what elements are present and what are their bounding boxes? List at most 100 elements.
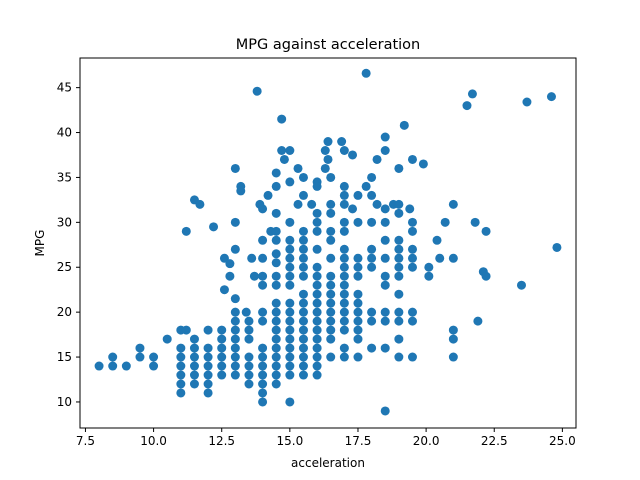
data-point (312, 307, 322, 317)
data-point (298, 244, 308, 254)
data-point (230, 334, 240, 344)
data-point (271, 181, 281, 191)
data-point (203, 352, 213, 362)
data-point (326, 307, 336, 317)
data-point (326, 271, 336, 281)
data-point (277, 146, 287, 155)
data-point (298, 253, 308, 263)
data-point (407, 154, 417, 164)
data-point (298, 226, 308, 236)
data-point (217, 370, 227, 380)
data-point (353, 271, 363, 281)
data-point (339, 298, 349, 308)
data-point (380, 217, 390, 227)
data-point (339, 217, 349, 227)
data-point (298, 190, 308, 200)
data-point (285, 361, 295, 371)
data-point (424, 262, 434, 272)
data-point (285, 370, 295, 380)
data-point (367, 190, 377, 200)
data-point (277, 114, 287, 124)
data-point (176, 352, 186, 362)
data-point (440, 217, 450, 227)
data-point (285, 298, 295, 308)
data-point (339, 181, 349, 191)
data-point (367, 307, 377, 317)
data-point (320, 146, 330, 155)
data-point (481, 271, 491, 281)
data-point (516, 280, 526, 290)
data-point (271, 280, 281, 290)
data-point (339, 343, 349, 353)
data-point (339, 289, 349, 299)
data-point (285, 334, 295, 344)
data-point (407, 253, 417, 263)
data-point (326, 235, 336, 245)
data-point (217, 352, 227, 362)
data-point (244, 316, 254, 326)
data-point (312, 370, 322, 380)
data-point (244, 370, 254, 380)
data-point (181, 325, 191, 335)
data-point (372, 154, 382, 164)
data-point (225, 259, 235, 269)
data-point (339, 199, 349, 209)
data-point (326, 199, 336, 209)
data-point (230, 217, 240, 227)
data-point (320, 163, 330, 173)
data-point (258, 280, 268, 290)
data-point (522, 97, 532, 107)
data-point (326, 280, 336, 290)
data-point (176, 370, 186, 380)
data-point (258, 370, 268, 380)
data-point (394, 199, 404, 209)
data-point (271, 271, 281, 281)
data-point (337, 137, 347, 147)
data-point (271, 249, 281, 259)
data-point (467, 89, 477, 99)
data-point (162, 334, 172, 344)
data-point (271, 168, 281, 178)
data-point (380, 280, 390, 290)
data-point (285, 177, 295, 187)
data-point (258, 361, 268, 371)
data-point (217, 334, 227, 344)
data-point (258, 316, 268, 326)
data-point (176, 388, 186, 398)
data-point (353, 298, 363, 308)
data-point (394, 244, 404, 254)
data-point (448, 199, 458, 209)
data-point (258, 343, 268, 353)
data-point (326, 172, 336, 182)
data-point (108, 361, 118, 371)
data-point (407, 307, 417, 317)
data-point (394, 316, 404, 326)
data-point (394, 262, 404, 272)
data-point (353, 352, 363, 362)
data-point (217, 361, 227, 371)
data-point (339, 244, 349, 254)
data-point (244, 352, 254, 362)
data-point (312, 334, 322, 344)
data-point (312, 289, 322, 299)
data-point (326, 226, 336, 236)
data-point (407, 244, 417, 254)
data-point (353, 262, 363, 272)
data-point (361, 181, 371, 191)
data-point (271, 343, 281, 353)
data-point (195, 199, 205, 209)
data-point (339, 352, 349, 362)
data-point (244, 325, 254, 335)
data-point (108, 352, 118, 362)
data-point (293, 163, 303, 173)
data-point (176, 343, 186, 353)
data-point (293, 199, 303, 209)
data-point (230, 343, 240, 353)
data-point (380, 307, 390, 317)
data-point (263, 190, 273, 200)
x-tick-label: 25.0 (549, 434, 576, 448)
data-point (258, 352, 268, 362)
data-point (546, 92, 556, 102)
data-point (481, 226, 491, 236)
data-point (230, 361, 240, 371)
